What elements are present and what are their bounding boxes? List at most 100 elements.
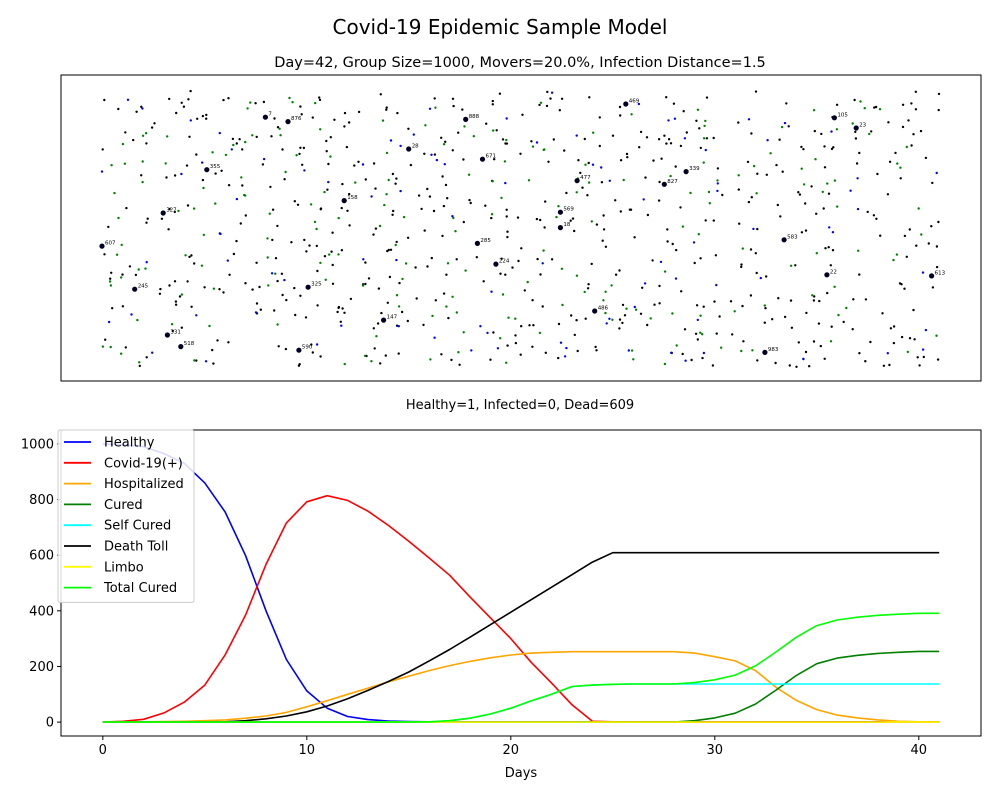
population-dot-dead bbox=[343, 111, 347, 115]
population-dot-dead bbox=[329, 136, 332, 139]
labeled-points: 7 876 888 469 105 23 28 671 355 339 477 827 158 327 56… bbox=[99, 99, 946, 355]
population-dot-cured bbox=[492, 129, 495, 132]
population-dot-cured bbox=[707, 190, 711, 194]
labeled-dot bbox=[592, 308, 598, 314]
population-dot-dead bbox=[294, 313, 297, 317]
population-dot-dead bbox=[775, 163, 778, 167]
x-tick-label: 40 bbox=[911, 743, 928, 758]
labeled-dot bbox=[262, 114, 268, 120]
population-dot-dead bbox=[380, 311, 383, 315]
population-dot-dead bbox=[756, 172, 759, 175]
population-dot-dead bbox=[325, 150, 328, 153]
population-dot-dead bbox=[187, 98, 190, 101]
population-dot-self-cured bbox=[130, 313, 133, 316]
population-dot-dead bbox=[298, 363, 301, 366]
population-dot-self-cured bbox=[479, 325, 482, 328]
population-dot-dead bbox=[936, 358, 940, 361]
population-dot-dead bbox=[577, 159, 580, 162]
population-dot-dead bbox=[853, 98, 856, 102]
population-dot-dead bbox=[276, 126, 280, 129]
population-dot-dead bbox=[779, 215, 782, 218]
population-dot-dead bbox=[742, 340, 745, 343]
population-dot-dead bbox=[919, 129, 923, 133]
population-dot-cured bbox=[499, 337, 502, 340]
population-dot-dead bbox=[388, 275, 392, 279]
population-dot-dead bbox=[819, 344, 822, 348]
population-dot-dead bbox=[619, 210, 622, 213]
labeled-dot bbox=[781, 237, 787, 243]
population-dot-dead bbox=[539, 218, 542, 222]
population-dot-dead bbox=[135, 110, 138, 114]
population-dot-dead bbox=[214, 172, 217, 175]
population-dot-cured bbox=[708, 202, 711, 205]
population-dot-dead bbox=[866, 210, 869, 214]
dot-label: 613 bbox=[935, 270, 946, 276]
population-dot-dead bbox=[516, 216, 520, 219]
x-tick-label: 0 bbox=[99, 743, 107, 758]
dot-label: 339 bbox=[689, 166, 700, 172]
population-dot-dead bbox=[337, 306, 340, 310]
labeled-dot bbox=[285, 119, 291, 125]
population-dot-dead bbox=[685, 131, 688, 134]
population-dot-cured bbox=[833, 285, 836, 288]
population-dot-cured bbox=[166, 135, 169, 138]
x-axis-ticks: 0 10 20 30 40 bbox=[99, 736, 927, 758]
labeled-dot bbox=[762, 349, 768, 355]
population-dot-dead bbox=[586, 287, 590, 290]
population-dot-cured bbox=[501, 293, 505, 296]
population-dot-dead bbox=[675, 248, 678, 252]
population-dot-cured bbox=[696, 108, 700, 112]
population-dot-cured bbox=[385, 151, 389, 155]
population-dot-dead bbox=[186, 204, 190, 207]
population-dot-cured bbox=[701, 333, 704, 336]
population-dot-dead bbox=[764, 307, 767, 310]
population-dot-dead bbox=[852, 298, 855, 301]
population-dot-cured bbox=[319, 128, 322, 131]
population-dot-dead bbox=[178, 295, 182, 298]
population-dot-self-cured bbox=[849, 189, 852, 192]
population-dot-dead bbox=[325, 139, 328, 143]
population-dot-dead bbox=[746, 160, 750, 164]
population-dot-self-cured bbox=[627, 349, 630, 352]
population-dot-dead bbox=[319, 207, 323, 210]
population-dot-cured bbox=[467, 173, 471, 176]
population-dot-self-cured bbox=[433, 336, 436, 339]
labeled-dot bbox=[824, 272, 830, 278]
population-dot-dead bbox=[440, 136, 443, 139]
population-dot-dead bbox=[201, 178, 205, 182]
population-dot-cured bbox=[634, 308, 638, 311]
dot-label: 888 bbox=[469, 114, 480, 120]
population-dot-self-cured bbox=[696, 318, 699, 322]
population-dot-self-cured bbox=[100, 170, 104, 173]
dot-label: 105 bbox=[837, 112, 848, 118]
population-dot-dead bbox=[280, 272, 284, 275]
population-dot-dead bbox=[903, 234, 907, 238]
population-dot-dead bbox=[167, 228, 170, 231]
population-dot-cured bbox=[123, 162, 127, 165]
population-dot-dead bbox=[261, 163, 265, 166]
population-dot-dead bbox=[835, 103, 839, 107]
population-dot-cured bbox=[561, 303, 564, 307]
population-dot-dead bbox=[558, 109, 561, 112]
population-dot-dead bbox=[343, 125, 346, 128]
dot-label: 983 bbox=[768, 347, 779, 353]
population-dot-self-cured bbox=[692, 241, 696, 244]
population-dot-cured bbox=[120, 276, 123, 279]
population-dot-dead bbox=[415, 297, 418, 300]
population-dot-cured bbox=[527, 179, 531, 182]
population-dot-dead bbox=[754, 252, 757, 255]
population-dot-self-cured bbox=[435, 158, 439, 162]
population-dot-dead bbox=[203, 286, 206, 289]
population-dot-dead bbox=[552, 138, 555, 141]
population-dot-dead bbox=[357, 110, 361, 114]
dot-label: 22 bbox=[830, 269, 837, 275]
dot-label: 28 bbox=[412, 144, 419, 150]
population-dot-cured bbox=[622, 178, 625, 182]
population-dot-self-cured bbox=[470, 349, 473, 352]
population-dot-dead bbox=[914, 108, 918, 111]
population-dot-self-cured bbox=[254, 311, 258, 314]
series-line-death-toll bbox=[102, 551, 940, 723]
population-dot-cured bbox=[531, 145, 535, 148]
population-dot-self-cured bbox=[180, 172, 183, 176]
population-dot-dead bbox=[104, 338, 107, 341]
